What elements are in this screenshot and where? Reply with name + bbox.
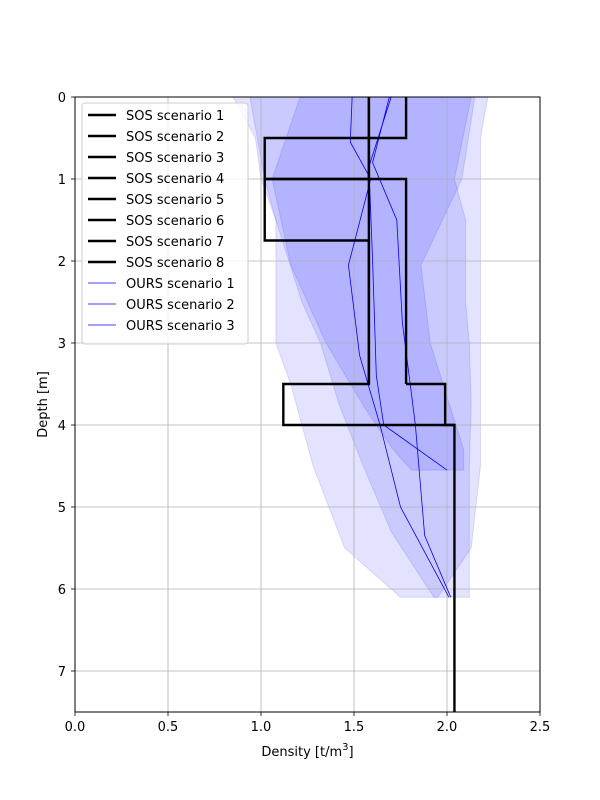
ours-line-3 <box>368 96 448 471</box>
ours-line-2 <box>372 96 452 598</box>
legend-label-5: SOS scenario 5 <box>126 193 224 208</box>
y-tick-label-6: 6 <box>58 583 66 598</box>
x-tick-label-2: 1.0 <box>251 720 272 735</box>
y-tick-label-0: 0 <box>58 91 66 106</box>
x-tick-label-3: 1.5 <box>344 720 365 735</box>
x-tick-label-0: 0.0 <box>65 720 86 735</box>
legend-label-9: OURS scenario 1 <box>126 277 235 292</box>
y-tick-label-5: 5 <box>58 501 66 516</box>
axis-ticks: 0.0 0.5 1.0 1.5 2.0 2.5 0 1 2 3 4 5 6 7 <box>58 91 551 735</box>
legend-label-1: SOS scenario 1 <box>126 109 224 124</box>
sos-line-4 <box>406 382 455 427</box>
sos-line-3 <box>263 97 371 384</box>
legend-label-3: SOS scenario 3 <box>126 151 224 166</box>
y-tick-label-3: 3 <box>58 337 66 352</box>
uncertainty-bands <box>232 96 489 598</box>
legend-label-11: OURS scenario 3 <box>126 319 235 334</box>
uncertainty-band-1 <box>232 96 489 598</box>
y-tick-label-4: 4 <box>58 419 66 434</box>
x-axis-label: Density [t/m3] <box>261 742 353 760</box>
legend-label-8: SOS scenario 8 <box>126 256 224 271</box>
legend-label-7: SOS scenario 7 <box>126 235 224 250</box>
legend-label-4: SOS scenario 4 <box>126 172 224 187</box>
legend: SOS scenario 1 SOS scenario 2 SOS scenario… <box>81 102 249 345</box>
legend-label-2: SOS scenario 2 <box>126 130 224 145</box>
x-tick-label-5: 2.5 <box>530 720 551 735</box>
x-tick-label-4: 2.0 <box>437 720 458 735</box>
legend-box <box>81 102 249 345</box>
y-tick-label-7: 7 <box>58 665 66 680</box>
sos-series-lines <box>263 97 456 712</box>
legend-label-10: OURS scenario 2 <box>126 298 235 313</box>
y-tick-label-1: 1 <box>58 173 66 188</box>
sos-line-2 <box>263 97 408 384</box>
plot-frame <box>74 96 541 713</box>
uncertainty-band-2 <box>249 96 472 598</box>
y-tick-label-2: 2 <box>58 255 66 270</box>
ours-line-1 <box>348 96 450 598</box>
legend-label-6: SOS scenario 6 <box>126 214 224 229</box>
y-axis-label: Depth [m] <box>36 371 51 438</box>
x-tick-label-1: 0.5 <box>158 720 179 735</box>
ours-series-lines <box>348 96 452 598</box>
